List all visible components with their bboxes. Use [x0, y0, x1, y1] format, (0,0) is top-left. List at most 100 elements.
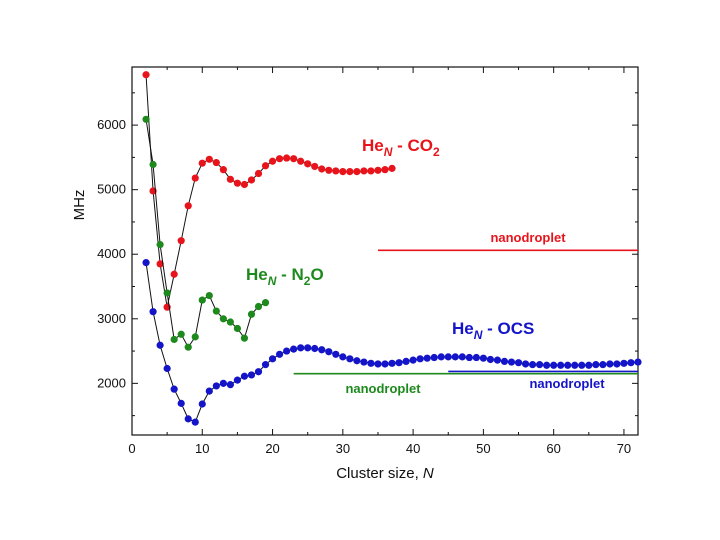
- data-point: [233, 179, 242, 187]
- data-point: [170, 385, 178, 393]
- data-point: [564, 361, 572, 369]
- data-point: [550, 361, 558, 369]
- data-point: [156, 341, 164, 349]
- data-point: [275, 350, 284, 358]
- nanodroplet-label-co2: nanodroplet: [490, 230, 566, 245]
- data-point: [388, 164, 396, 172]
- data-point: [311, 344, 319, 353]
- data-point: [592, 361, 600, 369]
- data-point: [261, 299, 270, 307]
- data-point: [585, 361, 593, 369]
- nanodroplet-label-n2o: nanodroplet: [345, 381, 421, 396]
- data-point: [142, 259, 150, 267]
- data-point: [163, 289, 171, 297]
- data-point: [219, 166, 227, 174]
- data-point: [219, 315, 227, 323]
- data-point: [170, 335, 178, 344]
- data-point: [191, 174, 199, 182]
- x-tick-label: 30: [336, 441, 350, 456]
- data-point: [283, 347, 291, 355]
- reference-lines: [293, 249, 638, 375]
- data-point: [142, 71, 150, 79]
- data-point: [226, 318, 234, 326]
- data-point: [304, 160, 312, 168]
- data-point: [233, 324, 242, 333]
- data-point: [198, 159, 206, 167]
- data-point: [311, 162, 319, 171]
- data-point: [212, 382, 220, 390]
- y-tick-label: 5000: [97, 182, 126, 197]
- data-point: [226, 381, 234, 389]
- axis-ticks: 0 10 20 30 40 50 60 70 2000 3000 4000 5000 6000: [97, 67, 638, 456]
- data-point: [184, 343, 192, 351]
- data-point: [374, 360, 382, 368]
- data-point: [360, 358, 368, 366]
- data-point: [149, 308, 157, 316]
- data-point: [325, 348, 333, 356]
- data-point: [177, 399, 185, 407]
- data-point: [521, 360, 530, 368]
- data-point: [332, 167, 340, 175]
- data-point: [198, 400, 206, 408]
- data-point: [247, 371, 256, 379]
- series-line-2: [145, 262, 639, 423]
- data-point: [332, 350, 340, 358]
- data-point: [339, 353, 347, 361]
- data-point: [634, 358, 642, 366]
- data-point: [318, 165, 326, 173]
- data-point: [339, 167, 347, 176]
- data-point: [325, 166, 333, 174]
- data-point: [318, 346, 326, 354]
- data-point: [156, 240, 164, 249]
- y-tick-label: 3000: [97, 311, 126, 326]
- data-point: [226, 175, 234, 183]
- data-point: [353, 167, 361, 176]
- data-point: [613, 360, 621, 368]
- data-point: [388, 359, 396, 367]
- data-point: [205, 387, 213, 395]
- data-point: [599, 361, 607, 369]
- data-point: [297, 157, 305, 165]
- data-point: [374, 166, 382, 174]
- data-point: [557, 361, 565, 369]
- data-point: [416, 355, 424, 363]
- data-point: [205, 155, 213, 163]
- data-point: [290, 345, 298, 353]
- data-point: [198, 296, 206, 304]
- data-point: [290, 155, 298, 163]
- series-line-1: [145, 119, 266, 349]
- data-point: [205, 291, 213, 300]
- data-point: [486, 355, 495, 364]
- data-point: [500, 357, 509, 365]
- nanodroplet-label-ocs: nanodroplet: [529, 376, 605, 391]
- data-point: [254, 169, 263, 178]
- data-point: [402, 357, 410, 365]
- data-point: [184, 202, 192, 210]
- data-point: [304, 344, 312, 352]
- data-point: [430, 353, 438, 362]
- data-point: [149, 160, 157, 169]
- data-point: [381, 360, 389, 368]
- data-point: [346, 167, 354, 176]
- data-point: [528, 361, 537, 369]
- data-point: [191, 418, 199, 426]
- series-label-ocs: HeN - OCS: [452, 319, 534, 342]
- data-point: [268, 157, 277, 165]
- x-tick-label: 70: [617, 441, 631, 456]
- data-point: [514, 359, 523, 367]
- data-point: [177, 237, 185, 245]
- data-point: [240, 334, 249, 342]
- data-point: [233, 376, 242, 384]
- data-point: [275, 155, 284, 163]
- data-point: [156, 260, 164, 268]
- data-point: [620, 359, 628, 367]
- data-point: [437, 353, 445, 361]
- data-point: [283, 154, 291, 162]
- data-point: [191, 333, 199, 341]
- data-point: [627, 359, 635, 367]
- series-label-n2o: HeN - N2O: [246, 265, 324, 288]
- data-point: [451, 353, 459, 361]
- data-point: [353, 357, 361, 365]
- data-point: [247, 176, 256, 184]
